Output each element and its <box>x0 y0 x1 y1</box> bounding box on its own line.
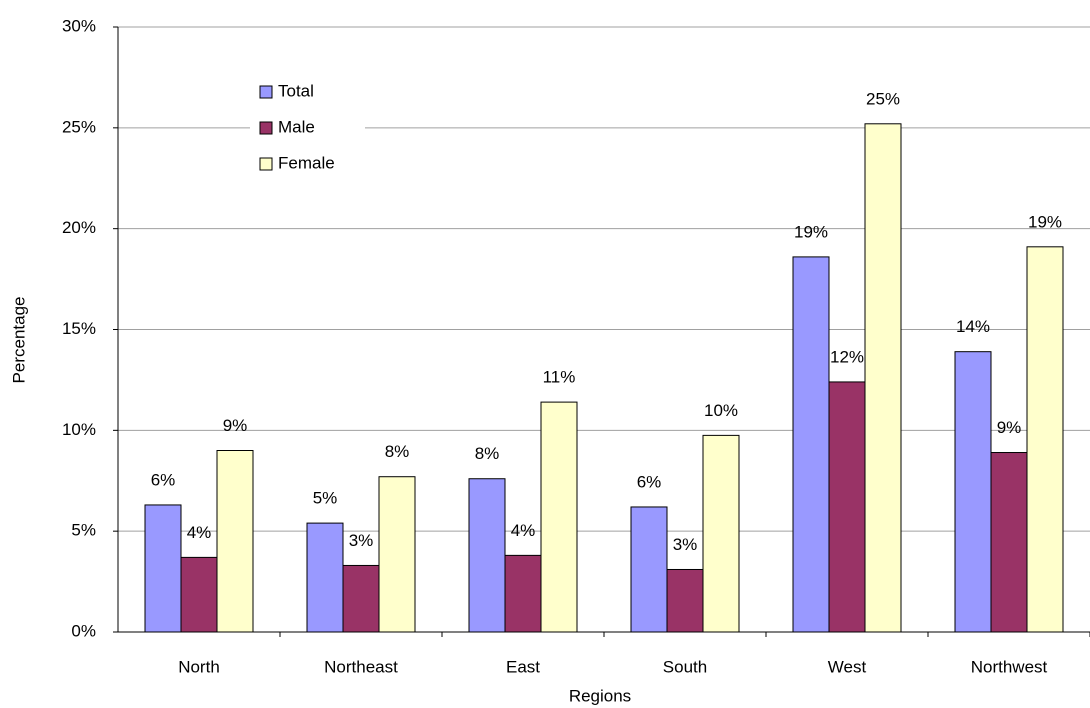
bar <box>180 556 218 633</box>
x-tick-label: East <box>506 657 540 676</box>
value-label: 19% <box>794 222 828 241</box>
value-label: 8% <box>385 442 410 461</box>
bar <box>864 123 902 633</box>
bar <box>144 504 182 633</box>
bar <box>342 564 380 633</box>
x-tick-label: West <box>828 657 867 676</box>
value-label: 9% <box>997 418 1022 437</box>
y-tick-label: 30% <box>62 16 96 35</box>
bar <box>306 522 344 633</box>
value-label: 14% <box>956 317 990 336</box>
bar <box>954 351 992 633</box>
value-label: 9% <box>223 416 248 435</box>
value-label: 6% <box>151 470 176 489</box>
bar <box>828 381 866 633</box>
value-label: 12% <box>830 347 864 366</box>
value-label: 4% <box>187 523 212 542</box>
value-label: 10% <box>704 401 738 420</box>
x-axis-label: Regions <box>569 686 631 705</box>
bar <box>666 568 704 633</box>
value-label: 8% <box>475 444 500 463</box>
value-label: 11% <box>543 368 576 387</box>
bar <box>540 401 578 633</box>
y-tick-label: 25% <box>62 117 96 136</box>
value-label: 3% <box>673 535 698 554</box>
y-tick-label: 10% <box>62 420 96 439</box>
y-tick-label: 5% <box>71 521 96 540</box>
y-tick-label: 15% <box>62 319 96 338</box>
value-label: 19% <box>1028 212 1062 231</box>
bar <box>702 434 740 633</box>
value-label: 3% <box>349 531 374 550</box>
bar <box>792 256 830 633</box>
legend-swatch <box>259 157 273 171</box>
legend-label: Total <box>278 81 314 100</box>
x-tick-label: Northeast <box>324 657 398 676</box>
y-tick-label: 20% <box>62 218 96 237</box>
bar <box>990 452 1028 633</box>
legend-label: Female <box>278 153 335 172</box>
legend-label: Male <box>278 117 315 136</box>
bar <box>378 476 416 633</box>
value-label: 6% <box>637 472 662 491</box>
bar <box>216 450 254 633</box>
legend-swatch <box>259 85 273 99</box>
x-tick-label: North <box>178 657 220 676</box>
x-tick-label: South <box>663 657 707 676</box>
bar <box>1026 246 1064 633</box>
bar <box>630 506 668 633</box>
legend-swatch <box>259 121 273 135</box>
x-tick-label: Northwest <box>971 657 1048 676</box>
bar <box>504 554 542 633</box>
y-tick-label: 0% <box>71 621 96 640</box>
y-axis-label: Percentage <box>9 297 28 384</box>
value-label: 25% <box>866 89 900 108</box>
bar <box>468 478 506 633</box>
value-label: 5% <box>313 489 338 508</box>
value-label: 4% <box>511 521 536 540</box>
